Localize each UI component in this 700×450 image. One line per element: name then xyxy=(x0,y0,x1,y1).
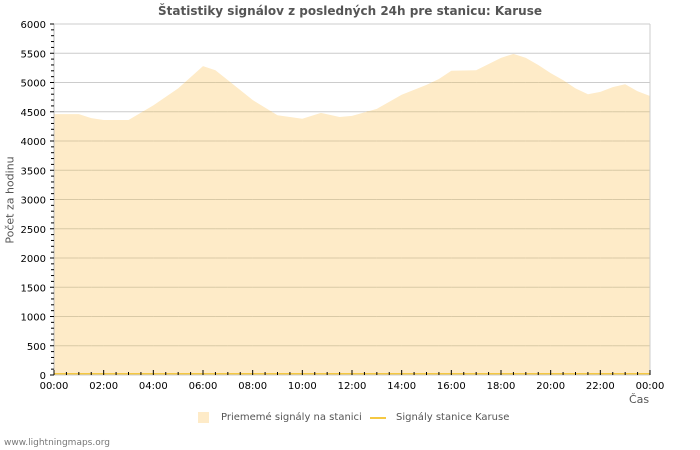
y-tick-label: 4000 xyxy=(21,137,46,148)
legend-label-average: Priememé signály na stanici xyxy=(221,412,362,423)
x-tick-label: 18:00 xyxy=(487,381,516,392)
x-tick-label: 06:00 xyxy=(189,381,218,392)
footer-credit: www.lightningmaps.org xyxy=(4,438,110,448)
y-tick-label: 500 xyxy=(27,342,46,353)
legend-item-station[interactable]: Signály stanice Karuse xyxy=(370,412,509,423)
chart-title: Štatistiky signálov z posledných 24h pre… xyxy=(158,4,542,18)
y-tick-label: 1500 xyxy=(21,283,46,294)
chart-plot: 0 500 1000 1500 2000 2500 3000 3500 4000 4500 5000… xyxy=(21,20,665,392)
x-axis-label: Čas xyxy=(629,393,650,406)
x-tick-label: 00:00 xyxy=(636,381,665,392)
x-tick-label: 14:00 xyxy=(387,381,416,392)
x-tick-label: 10:00 xyxy=(288,381,317,392)
legend-item-average[interactable]: Priememé signály na stanici xyxy=(198,412,362,423)
y-tick-label: 2500 xyxy=(21,225,46,236)
y-tick-label: 5000 xyxy=(21,79,46,90)
y-tick-label: 3500 xyxy=(21,166,46,177)
y-tick-label: 1000 xyxy=(21,313,46,324)
legend-label-station: Signály stanice Karuse xyxy=(396,412,510,423)
x-tick-label: 20:00 xyxy=(536,381,565,392)
grid-lines-over-area xyxy=(54,82,650,347)
x-tick-label: 02:00 xyxy=(89,381,118,392)
y-tick-label: 5500 xyxy=(21,49,46,60)
x-tick-label: 00:00 xyxy=(40,381,69,392)
area-swatch-icon xyxy=(198,412,209,423)
x-tick-label: 12:00 xyxy=(338,381,367,392)
average-signals-area xyxy=(54,53,650,376)
x-tick-label: 16:00 xyxy=(437,381,466,392)
y-tick-label: 2000 xyxy=(21,254,46,265)
line-swatch-icon xyxy=(370,416,386,419)
x-tick-label: 22:00 xyxy=(586,381,615,392)
y-tick-label: 3000 xyxy=(21,196,46,207)
y-tick-label: 6000 xyxy=(21,20,46,31)
y-axis-ticks: 0 500 1000 1500 2000 2500 3000 3500 4000 4500 5000… xyxy=(21,20,54,382)
x-tick-label: 08:00 xyxy=(238,381,267,392)
x-axis-ticks: 00:00 02:00 04:00 06:00 08:00 10:00 12:00 14:00… xyxy=(40,370,665,392)
x-tick-label: 04:00 xyxy=(139,381,168,392)
y-tick-label: 0 xyxy=(40,371,46,382)
y-tick-label: 4500 xyxy=(21,108,46,119)
